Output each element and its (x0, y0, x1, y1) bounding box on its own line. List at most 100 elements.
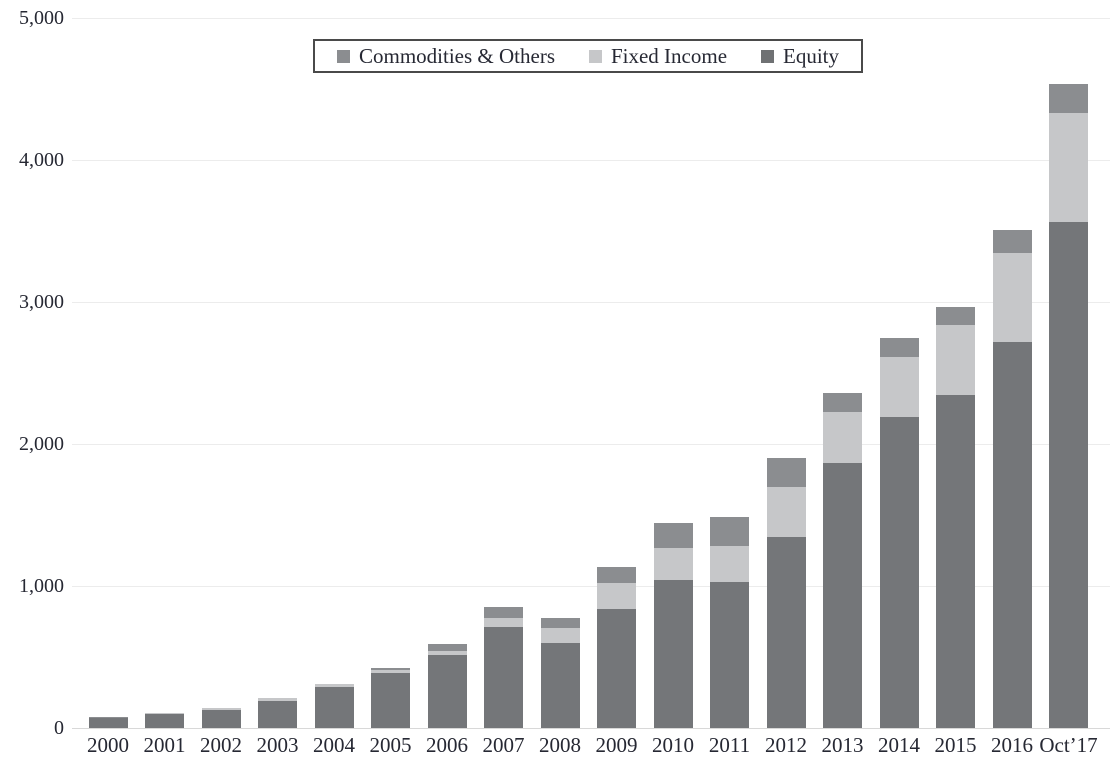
x-tick-label-2015: 2015 (934, 733, 977, 757)
gridline-3000 (72, 301, 1110, 303)
bar-segment-fixed-income (371, 669, 410, 673)
bar-segment-fixed-income (710, 545, 749, 583)
bar-segment-commodities-others (1049, 84, 1088, 114)
commodities-others-swatch-icon (337, 49, 350, 63)
bar-segment-equity (484, 627, 523, 728)
bar-2005 (371, 668, 410, 728)
bar-2001 (145, 713, 184, 728)
bar-2014 (879, 337, 919, 728)
y-tick-label-1000: 1,000 (19, 575, 64, 597)
x-tick-label-2006: 2006 (426, 733, 468, 757)
gridline-1000 (72, 585, 1110, 587)
legend-label-fixed-income: Fixed Income (610, 43, 728, 68)
bar-segment-fixed-income (145, 713, 184, 715)
bar-segment-commodities-others (710, 517, 749, 546)
bar-segment-equity (201, 710, 241, 728)
x-tick-label-2005: 2005 (369, 733, 412, 757)
x-tick-label-Oct17: Oct’17 (1039, 733, 1098, 757)
chart-legend: Commodities & Others Fixed Income Equity (313, 39, 863, 73)
x-tick-label-2004: 2004 (313, 733, 355, 757)
bar-segment-equity (145, 714, 184, 728)
bar-segment-fixed-income (201, 708, 241, 711)
x-tick-label-2013: 2013 (821, 733, 864, 757)
bar-segment-fixed-income (597, 583, 636, 610)
bar-segment-equity (88, 717, 128, 728)
bar-2008 (540, 618, 580, 728)
bar-segment-equity (258, 700, 297, 728)
y-tick-label-5000: 5,000 (19, 7, 64, 29)
bar-segment-equity (371, 672, 410, 728)
fixed-income-swatch-icon (588, 49, 602, 63)
bar-2003 (258, 697, 297, 728)
bar-segment-equity (766, 537, 806, 728)
bar-segment-commodities-others (992, 230, 1032, 254)
gridline-5000 (72, 17, 1110, 19)
bar-2015 (936, 306, 975, 728)
bar-2004 (314, 683, 354, 728)
x-tick-label-2007: 2007 (482, 733, 525, 757)
x-tick-label-2000: 2000 (87, 733, 129, 757)
bar-segment-equity (427, 655, 467, 728)
bar-2002 (201, 707, 241, 728)
gridline-4000 (72, 159, 1110, 161)
equity-swatch-icon (761, 49, 774, 63)
bar-segment-fixed-income (653, 547, 693, 581)
bar-segment-commodities-others (823, 393, 862, 413)
bar-segment-commodities-others (766, 458, 806, 488)
bar-segment-fixed-income (484, 618, 523, 628)
bar-segment-fixed-income (936, 325, 975, 396)
bar-segment-equity (879, 417, 919, 728)
bar-2006 (427, 643, 467, 728)
x-tick-label-2016: 2016 (991, 733, 1033, 757)
y-tick-label-3000: 3,000 (19, 291, 64, 313)
bar-segment-fixed-income (540, 627, 580, 643)
legend-label-equity: Equity (783, 43, 839, 68)
legend-item-fixed-income: Fixed Income (588, 43, 728, 68)
legend-item-commodities-others: Commodities & Others (337, 43, 555, 68)
bar-segment-equity (936, 395, 975, 728)
bar-segment-commodities-others (484, 607, 523, 619)
bar-segment-fixed-income (427, 651, 467, 656)
bar-segment-commodities-others (936, 306, 975, 326)
bar-2009 (597, 567, 636, 728)
bar-segment-commodities-others (540, 618, 580, 628)
bar-segment-equity (992, 342, 1032, 728)
bar-segment-fixed-income (766, 487, 806, 538)
y-tick-label-2000: 2,000 (19, 433, 64, 455)
x-tick-label-2012: 2012 (765, 733, 807, 757)
x-tick-label-2001: 2001 (143, 733, 186, 757)
bar-segment-commodities-others (879, 337, 919, 357)
plot-area (72, 17, 1110, 729)
gridline-2000 (72, 443, 1110, 445)
bar-segment-fixed-income (879, 356, 919, 418)
bar-2007 (484, 607, 523, 728)
bar-segment-commodities-others (597, 567, 636, 584)
bar-2016 (992, 230, 1032, 728)
bar-2010 (653, 522, 693, 728)
bar-segment-equity (710, 582, 749, 728)
bar-2000 (88, 716, 128, 728)
bar-segment-equity (314, 687, 354, 728)
gridline-0 (72, 727, 1110, 729)
legend-label-commodities-others: Commodities & Others (359, 43, 555, 68)
bar-segment-fixed-income (823, 412, 862, 464)
bar-segment-fixed-income (992, 253, 1032, 343)
bar-segment-fixed-income (314, 684, 354, 688)
bar-segment-equity (540, 642, 580, 728)
bar-segment-commodities-others (653, 522, 693, 548)
y-tick-label-4000: 4,000 (19, 149, 64, 171)
x-tick-label-2002: 2002 (200, 733, 242, 757)
legend-item-equity: Equity (761, 43, 839, 68)
x-tick-label-2009: 2009 (595, 733, 638, 757)
x-tick-label-2011: 2011 (708, 733, 751, 757)
bar-segment-fixed-income (258, 698, 297, 701)
x-tick-label-2003: 2003 (256, 733, 299, 757)
bar-segment-equity (653, 580, 693, 728)
bar-2013 (823, 393, 862, 728)
x-tick-label-2014: 2014 (878, 733, 920, 757)
x-tick-label-2010: 2010 (652, 733, 694, 757)
bar-segment-fixed-income (1049, 113, 1088, 223)
bar-Oct17 (1049, 84, 1088, 728)
bar-segment-equity (823, 463, 862, 728)
